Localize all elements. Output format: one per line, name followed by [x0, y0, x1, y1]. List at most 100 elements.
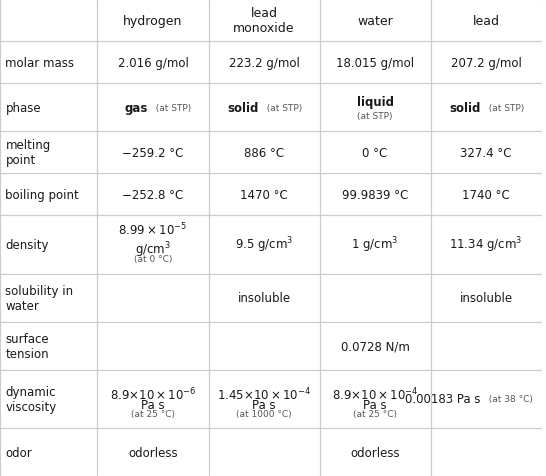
Text: liquid: liquid: [357, 96, 394, 109]
Text: lead
monoxide: lead monoxide: [233, 7, 295, 35]
Text: 9.5 g/cm$^{3}$: 9.5 g/cm$^{3}$: [235, 235, 293, 255]
Text: water: water: [357, 14, 393, 28]
Bar: [98, 84, 209, 132]
Text: (at 25 °C): (at 25 °C): [353, 409, 397, 418]
Text: (at 38 °C): (at 38 °C): [483, 395, 533, 404]
Text: (at 25 °C): (at 25 °C): [131, 409, 175, 418]
Text: 886 °C: 886 °C: [244, 146, 284, 159]
Text: (at STP): (at STP): [357, 112, 393, 121]
Text: Pa s: Pa s: [363, 398, 387, 411]
Bar: [209, 174, 319, 216]
Bar: [319, 42, 431, 84]
Text: $8.9×10\times 10^{−4}$: $8.9×10\times 10^{−4}$: [332, 386, 418, 403]
Bar: [0, 274, 98, 322]
Text: 327.4 °C: 327.4 °C: [460, 146, 512, 159]
Bar: [319, 370, 431, 428]
Bar: [431, 132, 542, 174]
Bar: [431, 174, 542, 216]
Bar: [98, 216, 209, 274]
Text: 0 °C: 0 °C: [363, 146, 388, 159]
Text: $1.45×10\times 10^{−4}$: $1.45×10\times 10^{−4}$: [217, 386, 311, 403]
Bar: [319, 274, 431, 322]
Bar: [209, 274, 319, 322]
Text: (at 0 °C): (at 0 °C): [134, 255, 172, 264]
Bar: [431, 322, 542, 370]
Text: melting
point: melting point: [5, 139, 51, 167]
Text: phase: phase: [5, 101, 41, 114]
Text: (at STP): (at STP): [262, 103, 302, 112]
Text: 0.00183 Pa s: 0.00183 Pa s: [405, 393, 480, 406]
Bar: [431, 428, 542, 476]
Bar: [0, 216, 98, 274]
Text: solubility in
water: solubility in water: [5, 284, 74, 312]
Text: 2.016 g/mol: 2.016 g/mol: [117, 57, 188, 69]
Text: Pa s: Pa s: [141, 398, 165, 411]
Bar: [431, 216, 542, 274]
Bar: [98, 274, 209, 322]
Text: (at 1000 °C): (at 1000 °C): [236, 409, 292, 418]
Text: surface
tension: surface tension: [5, 332, 49, 360]
Bar: [319, 322, 431, 370]
Bar: [431, 0, 542, 42]
Text: insoluble: insoluble: [460, 292, 513, 305]
Bar: [209, 132, 319, 174]
Text: odorless: odorless: [128, 446, 178, 458]
Text: −259.2 °C: −259.2 °C: [122, 146, 183, 159]
Bar: [209, 0, 319, 42]
Bar: [0, 132, 98, 174]
Bar: [0, 174, 98, 216]
Bar: [431, 370, 542, 428]
Text: boiling point: boiling point: [5, 188, 79, 201]
Bar: [0, 84, 98, 132]
Text: 207.2 g/mol: 207.2 g/mol: [450, 57, 521, 69]
Bar: [319, 216, 431, 274]
Text: density: density: [5, 238, 49, 251]
Text: solid: solid: [449, 101, 480, 114]
Text: (at STP): (at STP): [483, 103, 525, 112]
Bar: [98, 0, 209, 42]
Text: 11.34 g/cm$^{3}$: 11.34 g/cm$^{3}$: [449, 235, 523, 255]
Text: 99.9839 °C: 99.9839 °C: [342, 188, 408, 201]
Text: lead: lead: [473, 14, 500, 28]
Bar: [319, 132, 431, 174]
Bar: [98, 370, 209, 428]
Bar: [319, 0, 431, 42]
Bar: [98, 42, 209, 84]
Text: $8.99\times10^{-5}$
g/cm$^3$: $8.99\times10^{-5}$ g/cm$^3$: [118, 221, 187, 260]
Text: dynamic
viscosity: dynamic viscosity: [5, 385, 57, 413]
Bar: [431, 42, 542, 84]
Text: 1740 °C: 1740 °C: [462, 188, 510, 201]
Text: 223.2 g/mol: 223.2 g/mol: [229, 57, 299, 69]
Text: −252.8 °C: −252.8 °C: [122, 188, 183, 201]
Bar: [98, 428, 209, 476]
Bar: [98, 132, 209, 174]
Text: insoluble: insoluble: [238, 292, 290, 305]
Bar: [209, 42, 319, 84]
Bar: [319, 174, 431, 216]
Bar: [209, 428, 319, 476]
Bar: [319, 84, 431, 132]
Bar: [98, 322, 209, 370]
Text: gas: gas: [124, 101, 147, 114]
Bar: [319, 428, 431, 476]
Text: 1470 °C: 1470 °C: [240, 188, 288, 201]
Text: solid: solid: [227, 101, 259, 114]
Bar: [0, 0, 98, 42]
Bar: [209, 216, 319, 274]
Bar: [0, 322, 98, 370]
Text: Pa s: Pa s: [252, 398, 276, 411]
Text: (at STP): (at STP): [150, 103, 192, 112]
Bar: [98, 174, 209, 216]
Text: odor: odor: [5, 446, 32, 458]
Bar: [431, 84, 542, 132]
Bar: [209, 84, 319, 132]
Text: molar mass: molar mass: [5, 57, 74, 69]
Text: 1 g/cm$^{3}$: 1 g/cm$^{3}$: [352, 235, 399, 255]
Text: odorless: odorless: [350, 446, 400, 458]
Text: hydrogen: hydrogen: [123, 14, 183, 28]
Text: 18.015 g/mol: 18.015 g/mol: [336, 57, 414, 69]
Bar: [0, 370, 98, 428]
Bar: [431, 274, 542, 322]
Bar: [0, 42, 98, 84]
Bar: [209, 322, 319, 370]
